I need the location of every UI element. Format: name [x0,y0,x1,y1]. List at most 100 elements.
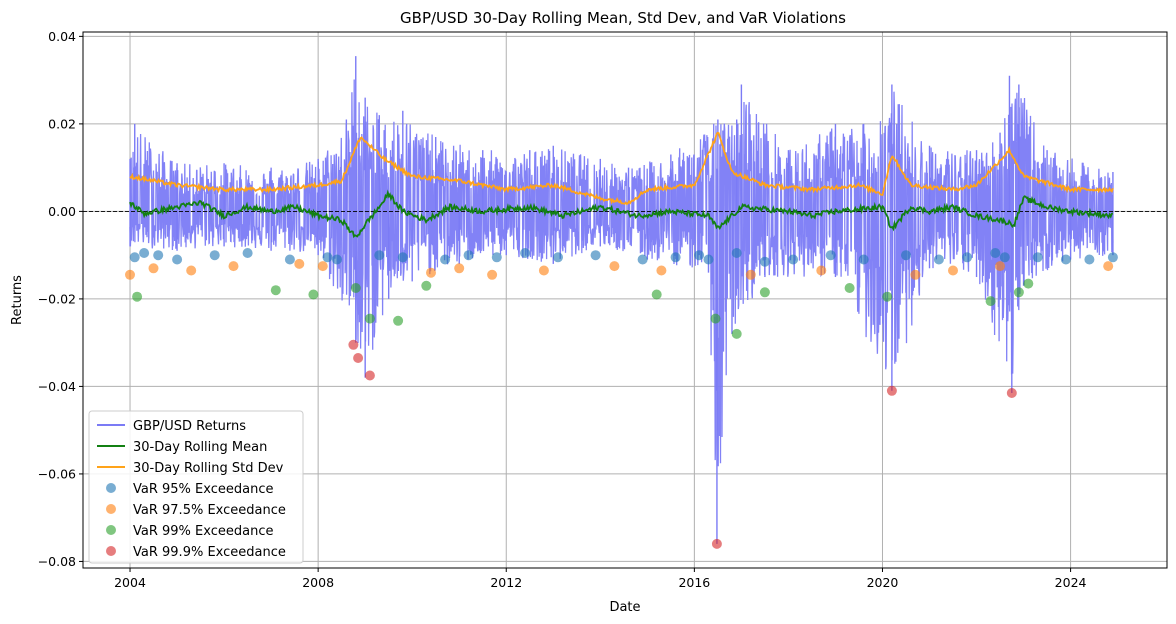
legend-label-mean: 30-Day Rolling Mean [133,440,267,455]
y-tick-label: −0.06 [38,466,76,481]
x-tick-label: 2020 [867,575,899,590]
legend-swatch-var975 [106,504,116,514]
var99-point [844,283,855,293]
legend-swatch-var99 [106,525,116,535]
legend-label-var999: VaR 99.9% Exceedance [133,545,286,560]
var975-point [995,261,1005,272]
y-tick-label: 0.02 [48,116,76,131]
var95-point [1107,252,1118,263]
var95-point [901,250,911,261]
var99-point [421,280,432,291]
var975-point [294,258,305,269]
x-tick-label: 2012 [490,575,522,590]
var95-point [1060,254,1071,265]
var99-point [270,285,281,296]
x-tick-label: 2008 [302,575,334,590]
y-tick-label: 0.00 [48,204,76,219]
var975-point [745,269,756,280]
var95-point [933,254,944,265]
rolling-mean-line [129,189,1114,239]
var95-point [139,248,150,258]
x-tick-label: 2016 [678,575,710,590]
var975-point [910,269,921,280]
var95-point [670,252,681,263]
var975-point [656,265,667,276]
x-tick-label: 2004 [114,575,146,590]
chart-title: GBP/USD 30-Day Rolling Mean, Std Dev, an… [400,9,846,27]
var999-point [711,538,722,549]
var95-point [322,252,333,263]
var95-point [825,250,836,261]
var95-point [788,254,799,265]
rolling-std-line [129,131,1114,206]
var999-point [886,385,897,396]
var99-point [882,291,893,302]
y-tick-label: −0.04 [38,379,76,394]
var95-point [703,254,714,265]
var99-point [1013,287,1024,298]
var99-point [731,328,742,339]
legend-swatch-var999 [106,546,116,556]
var975-point [816,265,827,276]
var95-point [962,252,973,263]
legend-swatch-var95 [106,483,116,493]
y-axis: 0.04 0.02 0.00 −0.02 −0.04 −0.06 −0.08 [38,29,83,569]
legend-box [88,410,304,564]
var975-point [148,263,159,274]
y-tick-label: 0.04 [48,29,76,44]
var95-point [172,254,183,265]
var99-point [1023,278,1034,289]
var95-point [153,250,164,261]
var999-point [364,370,375,381]
var975-point [948,265,958,276]
var95-point [694,250,705,261]
legend-label-std: 30-Day Rolling Std Dev [133,461,284,476]
var975-point [609,261,620,272]
var95-point [332,254,342,265]
legend-label-var99: VaR 99% Exceedance [133,524,273,539]
var95-point [1084,254,1095,265]
legend-label-returns: GBP/USD Returns [133,419,246,434]
legend-label-var975: VaR 97.5% Exceedance [133,503,286,518]
var95-point [463,250,474,261]
var975-point [186,265,197,276]
y-tick-label: −0.08 [38,554,76,569]
var975-point [1103,261,1114,272]
var95-point [374,250,385,261]
var95-point [590,250,601,261]
var999-point [1006,388,1017,398]
var975-point [487,269,498,280]
var95-point [637,254,648,265]
var95-point [731,248,742,258]
legend-label-var95: VaR 95% Exceedance [133,482,273,497]
plot-frame [82,31,1168,569]
var95-point [553,252,563,263]
var999-point [348,339,359,350]
var95-point [858,254,869,265]
var99-point [132,291,143,302]
var95-point [990,248,1001,258]
var99-point [308,289,319,300]
var999-point [353,353,364,363]
var99-point [350,283,361,293]
var975-point [538,265,549,276]
var95-point [440,254,451,265]
var95-point [129,252,140,263]
var95-point [491,252,502,263]
var99-point [364,313,375,324]
var99-point [651,289,662,300]
var975-point [454,263,465,274]
legend: GBP/USD Returns 30-Day Rolling Mean 30-D… [88,410,304,564]
var99-point [759,287,770,298]
var99-point [985,296,996,307]
var975-point [426,267,436,278]
var975-point [125,269,135,280]
var99-point [710,313,721,324]
var95-point [999,252,1010,263]
x-axis-title: Date [609,600,640,615]
var99-point [393,315,404,326]
var975-point [228,261,239,272]
var95-point [759,256,770,267]
plot-content [83,56,1167,549]
